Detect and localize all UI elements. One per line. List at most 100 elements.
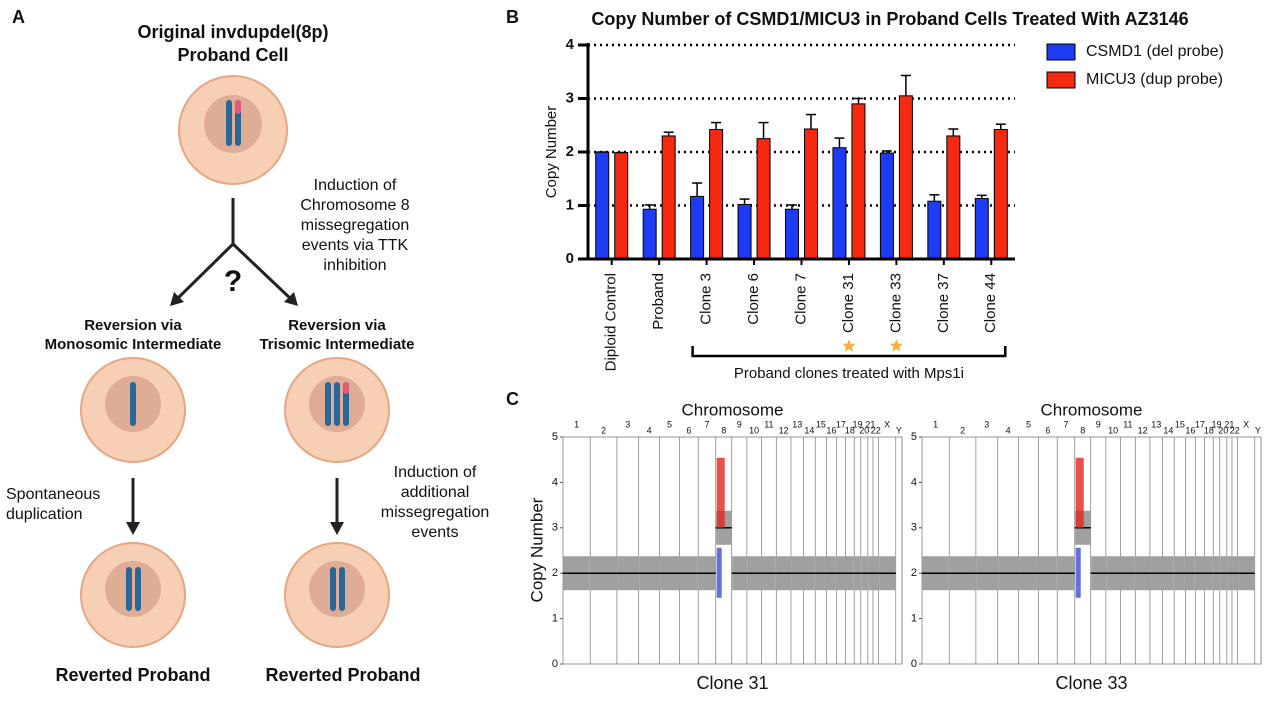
x-tick-label: 18 bbox=[845, 425, 855, 435]
bar bbox=[974, 198, 989, 260]
y-tick-label: 1 bbox=[552, 613, 558, 625]
x-tick-label: 1 bbox=[933, 419, 938, 429]
x-tick-label: 10 bbox=[1108, 425, 1118, 435]
branch-label: Reversion via bbox=[84, 317, 182, 334]
y-tick-label: 2 bbox=[911, 567, 917, 579]
cell bbox=[284, 357, 390, 463]
bar bbox=[804, 128, 818, 260]
legend-swatch bbox=[1046, 43, 1076, 61]
cell bbox=[80, 542, 186, 648]
y-tick-label: 4 bbox=[566, 36, 575, 53]
diagram-title: Original invdupdel(8p) bbox=[137, 22, 328, 42]
x-tick-label: 7 bbox=[704, 419, 709, 429]
x-tick-label: 16 bbox=[826, 425, 836, 435]
chart-title: Chromosome bbox=[1040, 400, 1142, 419]
charts: Copy Number of CSMD1/MICU3 in Proband Ce… bbox=[527, 9, 1262, 693]
bar bbox=[690, 195, 705, 260]
step-text: Spontaneous bbox=[6, 486, 100, 503]
induction-text: Induction of bbox=[314, 177, 397, 194]
x-tick-label: X bbox=[1243, 419, 1249, 429]
x-tick-label: Y bbox=[896, 425, 902, 435]
legend-swatch bbox=[1046, 71, 1076, 89]
diagram: Original invdupdel(8p) Proband Cell ? In… bbox=[6, 22, 489, 685]
x-tick-label: 8 bbox=[1080, 425, 1085, 435]
chart-title: Copy Number of CSMD1/MICU3 in Proband Ce… bbox=[591, 9, 1188, 29]
branch-label: Reversion via bbox=[288, 317, 386, 334]
x-tick-label: 2 bbox=[960, 425, 965, 435]
induction-text: inhibition bbox=[323, 257, 386, 274]
step-text: additional bbox=[401, 484, 470, 501]
star bbox=[842, 339, 856, 352]
induction-text: Chromosome 8 bbox=[300, 197, 409, 214]
x-tick-label: 21 bbox=[1224, 419, 1234, 429]
x-tick-label: 20 bbox=[859, 425, 869, 435]
bar bbox=[993, 129, 1008, 260]
y-tick-label: 0 bbox=[552, 658, 558, 670]
diagram-title: Proband Cell bbox=[177, 45, 288, 65]
x-tick-label: 13 bbox=[792, 419, 802, 429]
x-tick-label: 22 bbox=[871, 425, 881, 435]
x-tick-label: Y bbox=[1255, 425, 1261, 435]
x-tick-label: 2 bbox=[601, 425, 606, 435]
step-text: events bbox=[411, 524, 458, 541]
x-tick-label: Diploid Control bbox=[603, 273, 620, 371]
cell bbox=[178, 75, 288, 185]
bracket bbox=[691, 346, 1007, 358]
legend-label: CSMD1 (del probe) bbox=[1086, 43, 1224, 60]
bar bbox=[737, 203, 752, 260]
y-tick-label: 4 bbox=[911, 476, 917, 488]
panel-label: C bbox=[506, 389, 519, 409]
x-tick-label: 17 bbox=[836, 419, 846, 429]
y-tick-label: 2 bbox=[552, 567, 558, 579]
x-tick-label: Clone 44 bbox=[982, 273, 999, 333]
y-tick-label: 1 bbox=[911, 613, 917, 625]
y-tick-label: 0 bbox=[566, 250, 574, 267]
x-tick-label: X bbox=[884, 419, 890, 429]
induction-text: events via TTK bbox=[302, 237, 409, 254]
step-text: missegregation bbox=[381, 504, 490, 521]
x-tick-label: 14 bbox=[804, 425, 814, 435]
x-tick-label: 9 bbox=[1096, 419, 1101, 429]
induction-text: missegregation bbox=[301, 217, 410, 234]
x-tick-label: 21 bbox=[865, 419, 875, 429]
x-tick-label: 12 bbox=[1138, 425, 1148, 435]
x-tick-label: 4 bbox=[1006, 425, 1011, 435]
panel-label: B bbox=[506, 7, 519, 27]
branch-label: Trisomic Intermediate bbox=[259, 336, 414, 353]
x-tick-label: Clone 33 bbox=[887, 273, 904, 333]
bar bbox=[595, 151, 610, 260]
x-tick-label: 16 bbox=[1185, 425, 1195, 435]
x-axis-label: Clone 33 bbox=[1055, 673, 1127, 693]
x-tick-label: 22 bbox=[1230, 425, 1240, 435]
y-tick-label: 0 bbox=[911, 658, 917, 670]
x-tick-label: 6 bbox=[1045, 425, 1050, 435]
bar bbox=[614, 152, 629, 260]
step-text: Induction of bbox=[394, 464, 477, 481]
x-tick-label: Clone 6 bbox=[745, 273, 762, 325]
plot-frame bbox=[921, 436, 1262, 665]
bracket-label: Proband clones treated with Mps1i bbox=[734, 365, 964, 382]
star bbox=[889, 339, 903, 352]
x-tick-label: 5 bbox=[1026, 419, 1031, 429]
bar bbox=[927, 200, 942, 260]
step-text: duplication bbox=[6, 506, 83, 523]
y-tick-label: 3 bbox=[566, 89, 574, 106]
x-tick-label: 10 bbox=[749, 425, 759, 435]
cell bbox=[80, 357, 186, 463]
x-tick-label: Clone 3 bbox=[698, 273, 715, 325]
chart-title: Chromosome bbox=[681, 400, 783, 419]
x-tick-label: 19 bbox=[1212, 419, 1222, 429]
x-tick-label: 20 bbox=[1218, 425, 1228, 435]
x-tick-label: 14 bbox=[1163, 425, 1173, 435]
x-tick-label: 6 bbox=[686, 425, 691, 435]
bar bbox=[709, 129, 724, 260]
x-tick-label: Clone 7 bbox=[792, 273, 809, 325]
bar bbox=[661, 135, 676, 260]
x-tick-label: 15 bbox=[1175, 419, 1185, 429]
result-label: Reverted Proband bbox=[265, 665, 420, 685]
x-tick-label: 19 bbox=[853, 419, 863, 429]
x-tick-label: 4 bbox=[647, 425, 652, 435]
x-tick-label: Proband bbox=[650, 273, 667, 330]
y-axis-label: Copy Number bbox=[543, 106, 560, 199]
